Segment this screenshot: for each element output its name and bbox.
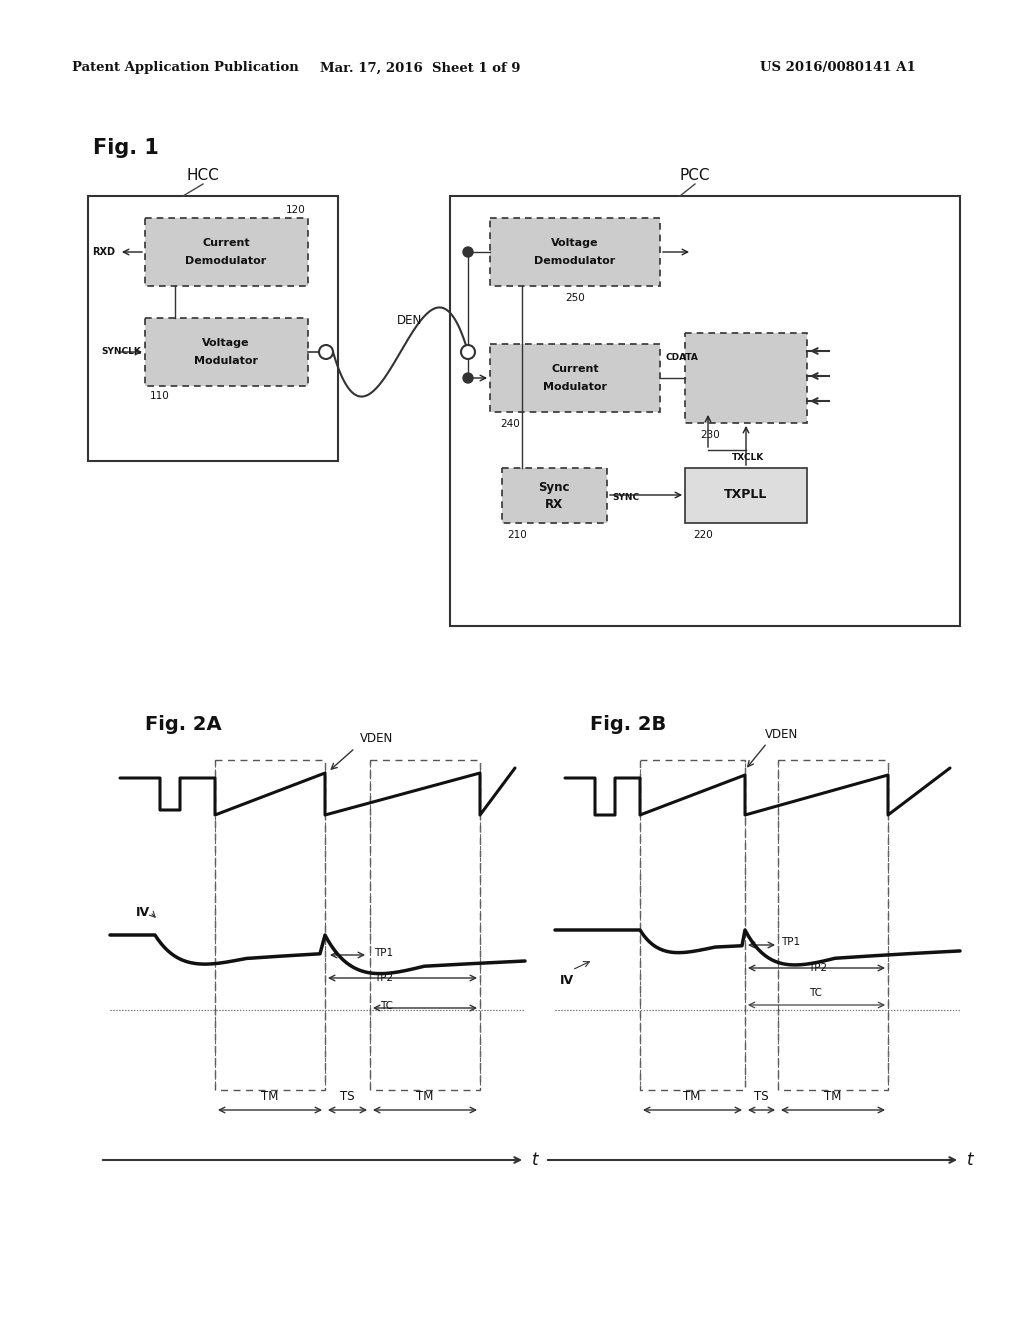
Text: SYNCLK: SYNCLK bbox=[101, 347, 141, 356]
Text: TM: TM bbox=[824, 1090, 842, 1104]
Text: Voltage: Voltage bbox=[551, 238, 599, 248]
Text: 120: 120 bbox=[287, 205, 306, 215]
Bar bbox=[450, 195, 961, 626]
Text: Demodulator: Demodulator bbox=[185, 256, 266, 267]
Text: CDATA: CDATA bbox=[665, 354, 698, 363]
Text: Fig. 2B: Fig. 2B bbox=[590, 715, 667, 734]
Text: TP1: TP1 bbox=[374, 948, 393, 958]
Text: TP2: TP2 bbox=[374, 973, 393, 983]
Bar bbox=[685, 469, 807, 523]
Text: TM: TM bbox=[417, 1090, 434, 1104]
Bar bbox=[490, 218, 660, 286]
Bar bbox=[640, 760, 745, 1090]
Text: Modulator: Modulator bbox=[543, 381, 607, 392]
Text: IV: IV bbox=[560, 974, 574, 986]
Text: HCC: HCC bbox=[186, 169, 219, 183]
Bar bbox=[502, 469, 607, 523]
Text: TC: TC bbox=[810, 987, 822, 998]
Text: RX: RX bbox=[545, 498, 563, 511]
Text: TXCLK: TXCLK bbox=[732, 454, 764, 462]
Text: Fig. 2A: Fig. 2A bbox=[145, 715, 221, 734]
Text: US 2016/0080141 A1: US 2016/0080141 A1 bbox=[760, 62, 915, 74]
Text: Sync: Sync bbox=[539, 480, 569, 494]
Text: TC: TC bbox=[380, 1001, 393, 1011]
Circle shape bbox=[463, 247, 473, 257]
Text: Patent Application Publication: Patent Application Publication bbox=[72, 62, 299, 74]
Circle shape bbox=[461, 345, 475, 359]
Text: Modulator: Modulator bbox=[194, 356, 258, 366]
Text: Voltage: Voltage bbox=[203, 338, 250, 348]
Text: TP1: TP1 bbox=[781, 937, 800, 946]
Text: Current: Current bbox=[551, 364, 599, 374]
Text: TM: TM bbox=[261, 1090, 279, 1104]
Text: 230: 230 bbox=[700, 430, 720, 440]
Text: VDEN: VDEN bbox=[360, 731, 393, 744]
Circle shape bbox=[463, 374, 473, 383]
Text: Demodulator: Demodulator bbox=[535, 256, 615, 267]
Text: 250: 250 bbox=[565, 293, 585, 304]
Bar bbox=[490, 345, 660, 412]
Bar bbox=[88, 195, 338, 461]
Bar bbox=[145, 218, 308, 286]
Text: t: t bbox=[967, 1151, 973, 1170]
Text: 220: 220 bbox=[693, 531, 713, 540]
Text: TM: TM bbox=[683, 1090, 700, 1104]
Text: 210: 210 bbox=[507, 531, 526, 540]
Text: Fig. 1: Fig. 1 bbox=[93, 139, 159, 158]
Text: DEN: DEN bbox=[397, 314, 423, 326]
Text: Mar. 17, 2016  Sheet 1 of 9: Mar. 17, 2016 Sheet 1 of 9 bbox=[319, 62, 520, 74]
Bar bbox=[370, 760, 480, 1090]
Text: 110: 110 bbox=[150, 391, 170, 401]
Text: IV: IV bbox=[136, 906, 150, 919]
Text: SYNC: SYNC bbox=[612, 492, 639, 502]
Text: Current: Current bbox=[202, 238, 250, 248]
Bar bbox=[215, 760, 325, 1090]
Bar bbox=[145, 318, 308, 385]
Text: TXPLL: TXPLL bbox=[724, 488, 768, 502]
Bar bbox=[685, 333, 807, 422]
Text: PCC: PCC bbox=[680, 169, 711, 183]
Text: VDEN: VDEN bbox=[765, 729, 799, 742]
Text: t: t bbox=[531, 1151, 539, 1170]
Text: TS: TS bbox=[340, 1090, 354, 1104]
Bar bbox=[778, 760, 888, 1090]
Circle shape bbox=[319, 345, 333, 359]
Text: 240: 240 bbox=[500, 418, 520, 429]
Text: RXD: RXD bbox=[92, 247, 115, 257]
Text: TP2: TP2 bbox=[808, 964, 827, 973]
Text: TS: TS bbox=[754, 1090, 768, 1104]
